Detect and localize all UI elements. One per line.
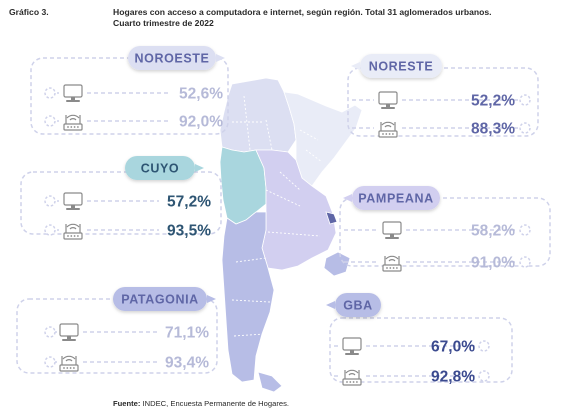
dashed-circle-marker xyxy=(44,115,56,127)
data-row-internet: 91,0% xyxy=(344,255,531,272)
value-label-internet: 92,0% xyxy=(179,114,223,131)
region-panel-cuyo: CUYO 57,2% 93,5% xyxy=(20,156,222,240)
value-label-internet: 88,3% xyxy=(471,121,515,138)
region-label-text: CUYO xyxy=(141,162,180,176)
region-panel-noreste: NORESTE 52,2% 88,3% xyxy=(347,54,539,138)
wifi-router-icon xyxy=(59,355,79,372)
argentina-map xyxy=(219,77,363,393)
region-label-text: GBA xyxy=(343,299,373,313)
computer-icon xyxy=(378,91,398,109)
dashed-circle-marker xyxy=(519,94,531,106)
region-label-pointer xyxy=(326,301,335,309)
region-panel-patagonia: PATAGONIA 71,1% 93,4% xyxy=(16,287,218,374)
value-label-computer: 58,2% xyxy=(471,223,515,240)
region-label-pill xyxy=(335,293,381,317)
map-region-gba xyxy=(325,211,338,225)
dashed-circle-marker xyxy=(44,224,56,236)
source-text: INDEC, Encuesta Permanente de Hogares. xyxy=(140,399,289,408)
region-bracket xyxy=(339,197,551,267)
value-label-internet: 93,5% xyxy=(167,223,211,240)
data-row-computer: 58,2% xyxy=(344,221,531,240)
region-label-patagonia: PATAGONIA xyxy=(113,287,216,311)
source-prefix: Fuente: xyxy=(113,399,141,408)
wifi-router-icon xyxy=(63,223,83,240)
region-label-pointer xyxy=(216,54,225,62)
computer-icon xyxy=(382,221,402,239)
region-panel-pampeana: PAMPEANA 58,2% 91,0% xyxy=(339,186,551,272)
wifi-router-icon xyxy=(342,369,362,386)
computer-icon xyxy=(59,323,79,341)
map-region-noreste xyxy=(283,91,363,187)
value-label-internet: 91,0% xyxy=(471,255,515,272)
value-label-computer: 67,0% xyxy=(431,339,475,356)
value-label-computer: 57,2% xyxy=(167,194,211,211)
chart-title: Hogares con acceso a computadora e inter… xyxy=(113,7,553,29)
region-label-pill xyxy=(352,186,440,210)
data-row-computer: 67,0% xyxy=(334,337,490,356)
value-label-computer: 52,2% xyxy=(471,93,515,110)
region-bracket xyxy=(329,317,513,383)
dashed-circle-marker xyxy=(478,370,490,382)
dashed-circle-marker xyxy=(519,122,531,134)
wifi-router-icon xyxy=(378,121,398,138)
dashed-circle-marker xyxy=(44,326,56,338)
source-note: Fuente: INDEC, Encuesta Permanente de Ho… xyxy=(113,399,289,408)
region-label-pill xyxy=(360,54,442,78)
region-label-pill xyxy=(125,156,195,180)
map-region-tierra-del-fuego xyxy=(257,371,283,393)
value-label-computer: 52,6% xyxy=(179,86,223,103)
data-row-computer: 57,2% xyxy=(44,192,211,211)
region-label-pointer xyxy=(351,62,360,70)
dashed-circle-marker xyxy=(478,340,490,352)
dashed-circle-marker xyxy=(44,87,56,99)
region-label-text: NOROESTE xyxy=(135,52,210,66)
data-row-computer: 52,6% xyxy=(44,84,223,103)
region-bracket xyxy=(347,67,539,137)
value-label-internet: 92,8% xyxy=(431,369,475,386)
dashed-circle-marker xyxy=(519,256,531,268)
figure-label: Gráfico 3. xyxy=(9,7,49,17)
region-label-text: NORESTE xyxy=(369,60,434,74)
dashed-circle-marker xyxy=(44,195,56,207)
region-label-pill xyxy=(128,46,216,70)
value-label-internet: 93,4% xyxy=(165,355,209,372)
data-row-computer: 71,1% xyxy=(44,323,209,342)
chart-title-line-1: Hogares con acceso a computadora e inter… xyxy=(113,7,492,17)
data-row-computer: 52,2% xyxy=(352,91,531,110)
data-row-internet: 93,5% xyxy=(44,223,211,240)
region-label-noreste: NORESTE xyxy=(351,54,442,78)
region-bracket xyxy=(20,171,222,235)
wifi-router-icon xyxy=(63,114,83,131)
map-province-borders xyxy=(231,95,323,337)
map-malvinas xyxy=(323,251,351,277)
computer-icon xyxy=(342,337,362,355)
region-panel-noroeste: NOROESTE 52,6% 92,0% xyxy=(30,46,229,135)
data-row-internet: 88,3% xyxy=(352,121,531,138)
data-row-internet: 92,8% xyxy=(334,369,490,386)
data-row-internet: 93,4% xyxy=(44,355,209,372)
region-label-pill xyxy=(113,287,207,311)
computer-icon xyxy=(63,84,83,102)
region-label-pointer xyxy=(195,164,204,172)
dashed-circle-marker xyxy=(44,356,56,368)
region-label-gba: GBA xyxy=(326,293,381,317)
region-label-cuyo: CUYO xyxy=(125,156,204,180)
chart-title-line-2: Cuarto trimestre de 2022 xyxy=(113,18,214,28)
wifi-router-icon xyxy=(382,255,402,272)
region-label-noroeste: NOROESTE xyxy=(128,46,225,70)
region-label-pointer xyxy=(207,295,216,303)
computer-icon xyxy=(63,192,83,210)
map-region-noroeste xyxy=(219,77,297,153)
region-label-pointer xyxy=(343,194,352,202)
region-label-text: PATAGONIA xyxy=(121,293,199,307)
region-label-text: PAMPEANA xyxy=(358,192,433,206)
value-label-computer: 71,1% xyxy=(165,325,209,342)
dashed-circle-marker xyxy=(519,224,531,236)
region-label-pampeana: PAMPEANA xyxy=(343,186,440,210)
data-row-internet: 92,0% xyxy=(44,114,223,131)
region-panel-gba: GBA 67,0% 92,8% xyxy=(326,293,513,386)
